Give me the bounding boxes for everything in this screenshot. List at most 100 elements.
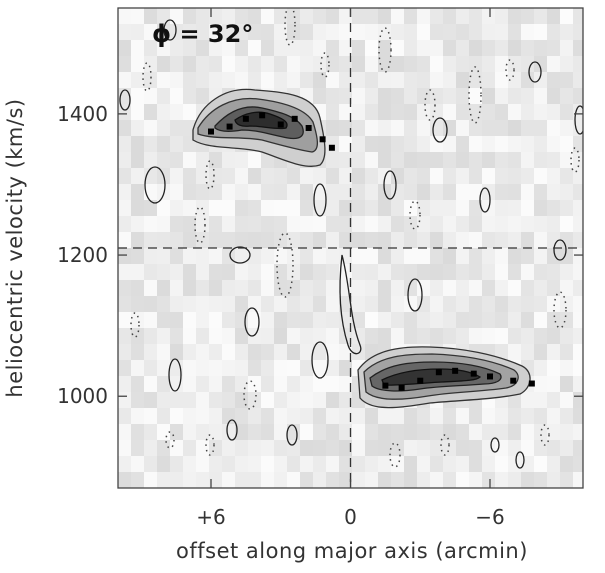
noise-cell	[573, 440, 583, 456]
noise-cell	[183, 328, 196, 344]
noise-cell	[183, 56, 196, 72]
noise-cell	[560, 24, 573, 40]
negative-contours	[130, 8, 580, 468]
noise-cell	[248, 440, 261, 456]
noise-cell	[482, 136, 495, 152]
noise-cell	[547, 104, 560, 120]
noise-cell	[560, 344, 573, 360]
noise-cell	[339, 136, 352, 152]
noise-cell	[274, 424, 287, 440]
noise-cell	[300, 472, 313, 488]
noise-cell	[222, 232, 235, 248]
noise-cell	[469, 168, 482, 184]
noise-cell	[222, 472, 235, 488]
noise-cell	[365, 216, 378, 232]
noise-cell	[170, 328, 183, 344]
noise-cell	[547, 88, 560, 104]
noise-cell	[287, 280, 300, 296]
noise-cell	[313, 360, 326, 376]
noise-cell	[287, 408, 300, 424]
noise-cell	[469, 120, 482, 136]
noise-cell	[534, 408, 547, 424]
noise-cell	[144, 248, 157, 264]
noise-cell	[261, 472, 274, 488]
noise-cell	[339, 376, 352, 392]
noise-cell	[248, 408, 261, 424]
noise-cell	[313, 72, 326, 88]
noise-cell	[547, 152, 560, 168]
noise-cell	[456, 472, 469, 488]
noise-cell	[274, 56, 287, 72]
noise-cell	[274, 40, 287, 56]
noise-cell	[352, 424, 365, 440]
noise-cell	[365, 104, 378, 120]
noise-cell	[430, 152, 443, 168]
noise-cell	[404, 56, 417, 72]
noise-cell	[183, 440, 196, 456]
noise-cell	[131, 360, 144, 376]
noise-cell	[118, 392, 131, 408]
noise-cell	[378, 200, 391, 216]
noise-cell	[170, 392, 183, 408]
noise-cell	[248, 152, 261, 168]
noise-cell	[573, 360, 583, 376]
noise-cell	[300, 216, 313, 232]
noise-cell	[183, 296, 196, 312]
noise-cell	[560, 72, 573, 88]
noise-cell	[352, 440, 365, 456]
noise-cell	[443, 200, 456, 216]
noise-cell	[157, 152, 170, 168]
noise-cell	[378, 408, 391, 424]
noise-cell	[469, 136, 482, 152]
x-tick-label: 0	[344, 505, 357, 529]
noise-cell	[222, 424, 235, 440]
noise-cell	[287, 168, 300, 184]
noise-cell	[222, 280, 235, 296]
noise-cell	[352, 456, 365, 472]
noise-cell	[287, 232, 300, 248]
noise-cell	[378, 104, 391, 120]
trace-point	[452, 367, 459, 374]
noise-cell	[495, 40, 508, 56]
noise-cell	[144, 152, 157, 168]
noise-cell	[131, 280, 144, 296]
noise-cell	[378, 56, 391, 72]
noise-cell	[274, 8, 287, 24]
noise-cell	[209, 232, 222, 248]
noise-cell	[170, 72, 183, 88]
noise-cell	[339, 88, 352, 104]
noise-cell	[131, 296, 144, 312]
noise-cell	[170, 56, 183, 72]
noise-cell	[118, 56, 131, 72]
noise-cell	[313, 296, 326, 312]
noise-cell	[443, 88, 456, 104]
noise-cell	[326, 152, 339, 168]
noise-cell	[248, 376, 261, 392]
noise-cell	[170, 136, 183, 152]
noise-cell	[313, 264, 326, 280]
noise-cell	[144, 56, 157, 72]
trace-point	[226, 123, 233, 130]
noise-cell	[300, 360, 313, 376]
noise-cell	[222, 456, 235, 472]
noise-cell	[573, 120, 583, 136]
noise-cell	[430, 184, 443, 200]
noise-cell	[261, 424, 274, 440]
noise-cell	[183, 456, 196, 472]
noise-cell	[235, 184, 248, 200]
noise-cell	[131, 104, 144, 120]
noise-cell	[378, 40, 391, 56]
noise-cell	[508, 472, 521, 488]
noise-cell	[430, 424, 443, 440]
noise-cell	[417, 104, 430, 120]
noise-cell	[326, 88, 339, 104]
noise-cell	[183, 232, 196, 248]
noise-cell	[326, 456, 339, 472]
trace-point	[328, 144, 335, 151]
noise-contour	[144, 166, 166, 204]
noise-cell	[144, 8, 157, 24]
noise-cell	[547, 248, 560, 264]
noise-cell	[144, 328, 157, 344]
noise-cell	[417, 72, 430, 88]
noise-cell	[170, 424, 183, 440]
